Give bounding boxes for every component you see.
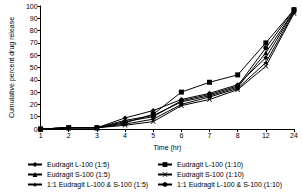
svg-text:Time (hr): Time (hr): [153, 144, 181, 152]
svg-text:Cumulative percent drug releas: Cumulative percent drug release: [8, 17, 16, 118]
svg-text:30: 30: [30, 89, 38, 96]
svg-text:7: 7: [208, 132, 212, 139]
svg-text:2: 2: [67, 132, 71, 139]
svg-text:Eudragit L-100 (1:10): Eudragit L-100 (1:10): [177, 161, 243, 169]
svg-text:20: 20: [30, 101, 38, 108]
svg-text:10: 10: [30, 113, 38, 120]
svg-text:5: 5: [151, 132, 155, 139]
svg-text:90: 90: [30, 15, 38, 22]
svg-text:40: 40: [30, 76, 38, 83]
svg-text:Eudragit S-100 (1:5): Eudragit S-100 (1:5): [47, 171, 110, 179]
svg-text:3: 3: [95, 132, 99, 139]
svg-text:1:1 Eudragit L-100 & S-100 (1:: 1:1 Eudragit L-100 & S-100 (1:5): [47, 181, 148, 189]
svg-text:6: 6: [179, 132, 183, 139]
svg-text:4: 4: [123, 132, 127, 139]
svg-text:60: 60: [30, 52, 38, 59]
svg-text:Eudragit L-100 (1:5): Eudragit L-100 (1:5): [47, 161, 109, 169]
svg-text:80: 80: [30, 27, 38, 34]
svg-text:50: 50: [30, 64, 38, 71]
svg-text:1:1 Eudragit L-100 & S-100 (1:: 1:1 Eudragit L-100 & S-100 (1:10): [177, 181, 282, 189]
svg-text:8: 8: [236, 132, 240, 139]
svg-text:12: 12: [262, 132, 270, 139]
svg-text:1: 1: [39, 132, 43, 139]
svg-text:100: 100: [26, 3, 38, 10]
svg-text:0: 0: [34, 126, 38, 133]
svg-text:70: 70: [30, 39, 38, 46]
svg-text:24: 24: [290, 132, 298, 139]
svg-text:Eudragit S-100 (1:10): Eudragit S-100 (1:10): [177, 171, 244, 179]
